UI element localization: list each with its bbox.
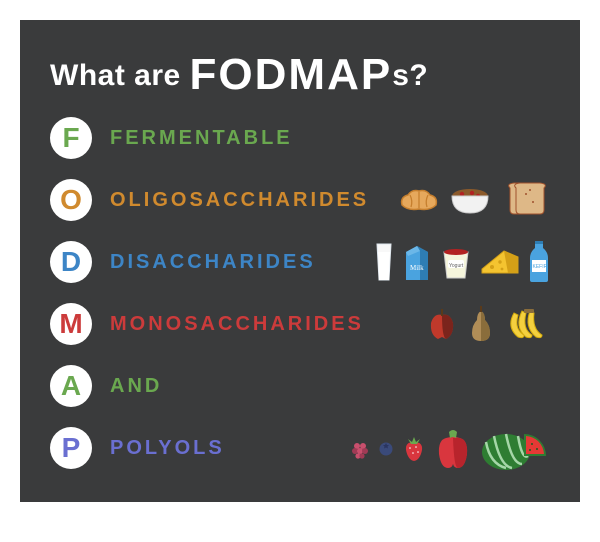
bread-slices-icon (500, 180, 550, 220)
food-group-oligo (398, 180, 550, 220)
letter-circle: M (50, 303, 92, 345)
letter-circle: A (50, 365, 92, 407)
title-suffix: s? (392, 59, 428, 92)
cheese-wedge-icon (480, 247, 520, 277)
row-o: O OLIGOSACCHARIDES (50, 172, 550, 228)
row-m: M MONOSACCHARIDES (50, 296, 550, 352)
letter: O (60, 184, 82, 216)
word: FERMENTABLE (110, 127, 293, 150)
raspberry-icon (350, 437, 370, 459)
cereal-bowl-icon (448, 183, 492, 217)
word: POLYOLS (110, 437, 225, 460)
letter: F (62, 122, 79, 154)
milk-carton-icon: Milk (402, 240, 432, 284)
infographic-canvas: What are FODMAPs? F FERMENTABLE O OLIGOS… (20, 20, 580, 502)
word: AND (110, 375, 162, 398)
letter-circle: P (50, 427, 92, 469)
svg-text:KEFIR: KEFIR (533, 264, 548, 270)
bananas-icon (504, 307, 550, 341)
svg-text:Yogurt: Yogurt (449, 263, 464, 269)
letter: P (62, 432, 81, 464)
title-main: FODMAP (190, 50, 393, 100)
letter-circle: O (50, 179, 92, 221)
kefir-bottle-icon: KEFIR (528, 240, 550, 284)
blueberry-icon (378, 440, 394, 456)
pear-icon (466, 305, 496, 343)
yogurt-cup-icon: Yogurt (440, 244, 472, 280)
apple-icon (426, 307, 458, 341)
letter-circle: D (50, 241, 92, 283)
milk-glass-icon (374, 242, 394, 282)
letter: M (59, 308, 82, 340)
row-f: F FERMENTABLE (50, 110, 550, 166)
title-prefix: What are (50, 59, 181, 92)
letter: D (61, 246, 81, 278)
strawberry-icon (402, 434, 426, 462)
word: DISACCHARIDES (110, 251, 316, 274)
row-a: A AND (50, 358, 550, 414)
croissant-icon (398, 185, 440, 215)
title: What are FODMAPs? (50, 46, 550, 96)
watermelon-icon (480, 424, 550, 472)
food-group-di: Milk Yogurt KEFIR (374, 240, 550, 284)
letter-circle: F (50, 117, 92, 159)
food-group-polyol (350, 424, 550, 472)
row-d: D DISACCHARIDES Milk Yogurt (50, 234, 550, 290)
word: OLIGOSACCHARIDES (110, 189, 369, 212)
acronym-rows: F FERMENTABLE O OLIGOSACCHARIDES (50, 110, 550, 476)
food-group-mono (426, 305, 550, 343)
svg-text:Milk: Milk (410, 264, 424, 272)
letter: A (61, 370, 81, 402)
red-pepper-icon (434, 426, 472, 470)
row-p: P POLYOLS (50, 420, 550, 476)
word: MONOSACCHARIDES (110, 313, 364, 336)
